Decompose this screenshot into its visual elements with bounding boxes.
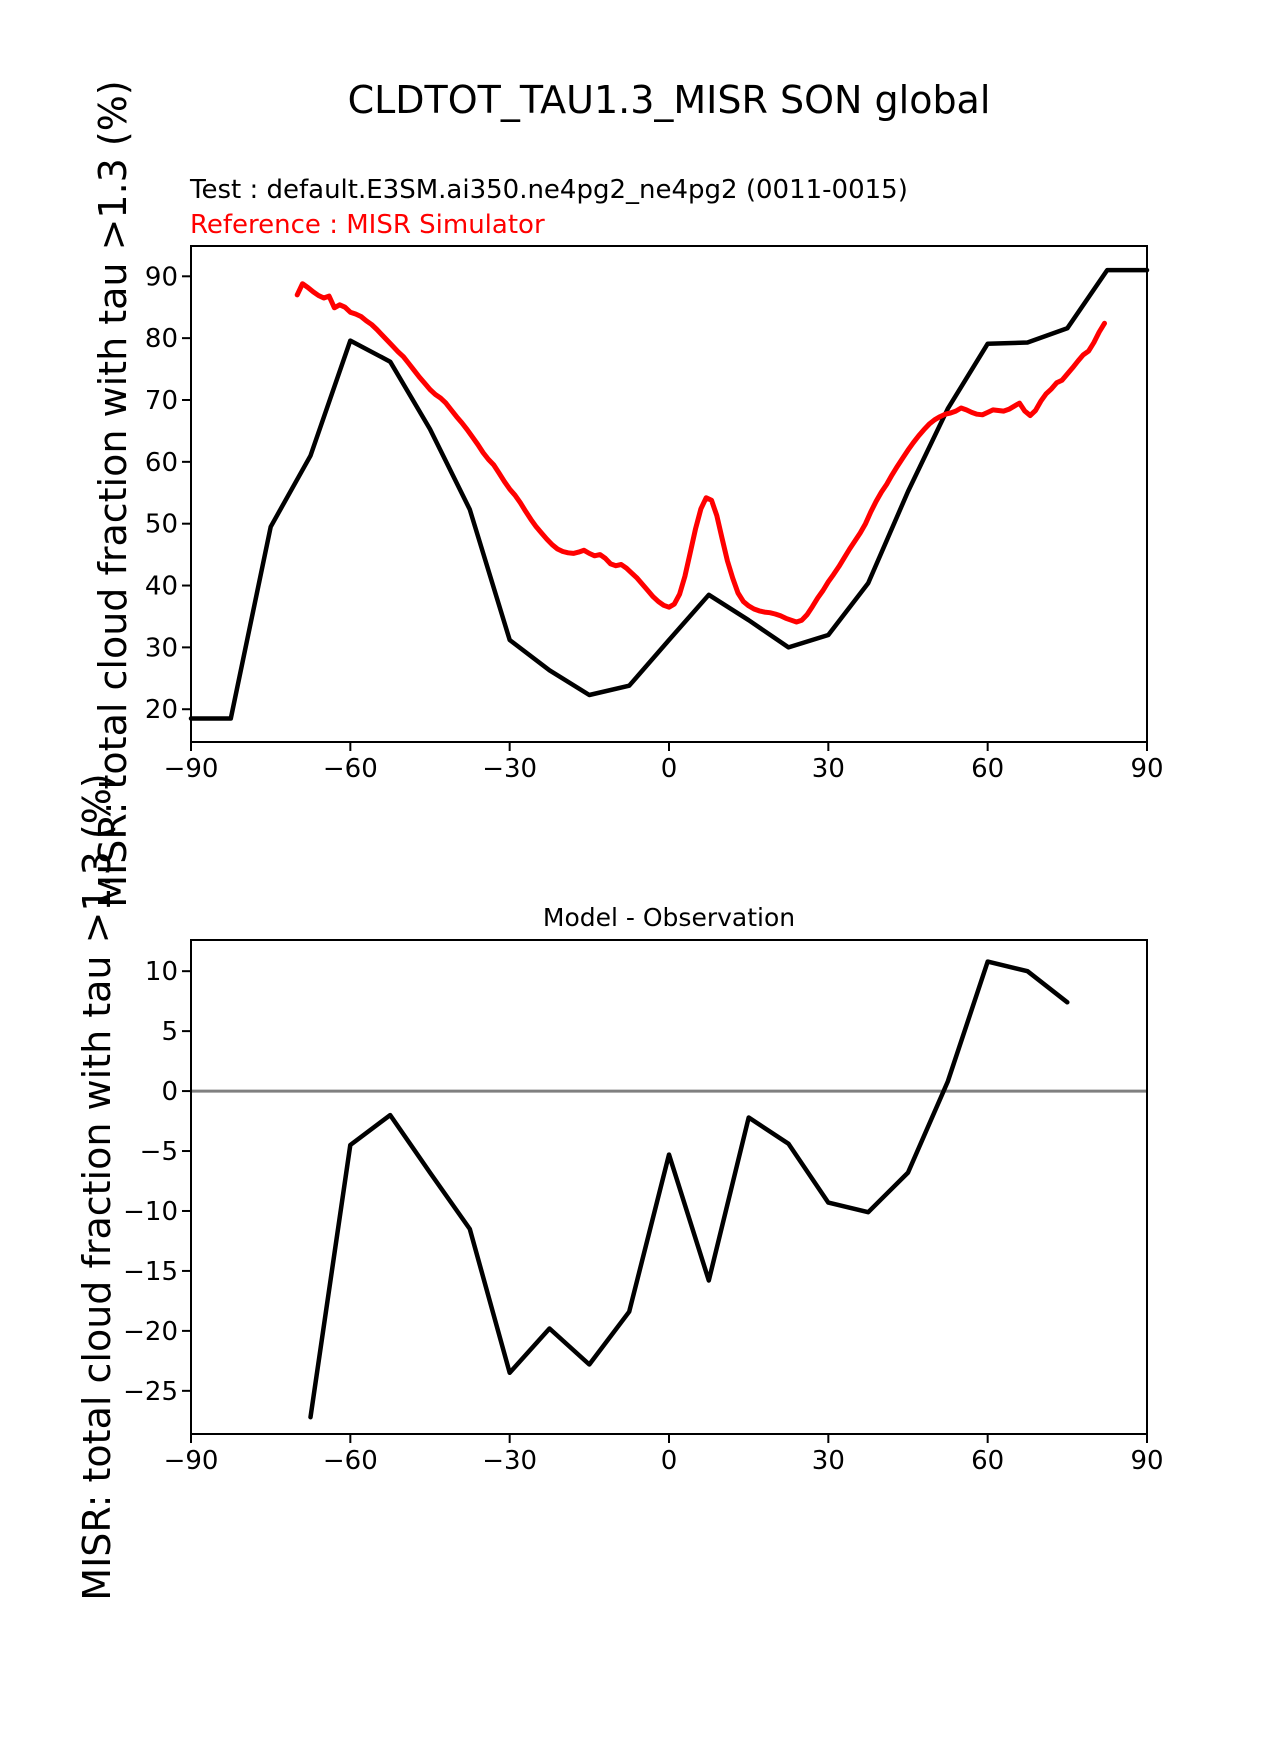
figure-title: CLDTOT_TAU1.3_MISR SON global [347, 78, 991, 122]
x-tick-label: −30 [482, 754, 537, 784]
y-axis-ticks: 20 30 40 50 60 70 80 90 [145, 262, 191, 725]
x-tick-label: 90 [1130, 1446, 1163, 1476]
x-tick-label: −90 [164, 1446, 219, 1476]
axes-frame [190, 939, 1148, 1435]
y-axis-ticks: 10 5 0 −5 −10 −15 −20 −25 [123, 957, 191, 1407]
y-tick-label: −15 [123, 1257, 178, 1287]
y-tick-label: 50 [145, 510, 178, 540]
subtitle-reference: Reference : MISR Simulator [190, 210, 545, 240]
x-axis-ticks: −90 −60 −30 0 30 60 90 [164, 742, 1164, 784]
y-tick-label: 0 [161, 1077, 178, 1107]
y-tick-label: 20 [145, 695, 178, 725]
x-tick-label: 90 [1130, 754, 1163, 784]
x-tick-label: 30 [812, 754, 845, 784]
bottom-chart: −90 −60 −30 0 30 60 90 10 5 0 −5 −10 −15 −20 −25 [123, 939, 1164, 1476]
y-tick-label: −25 [123, 1377, 178, 1407]
x-axis-ticks: −90 −60 −30 0 30 60 90 [164, 1434, 1164, 1476]
y-tick-label: 60 [145, 448, 178, 478]
top-chart: −90 −60 −30 0 30 60 90 20 30 40 50 60 70 80 90 [145, 245, 1164, 784]
y-tick-label: 70 [145, 386, 178, 416]
test-line [188, 267, 1150, 721]
y-tick-label: 80 [145, 324, 178, 354]
x-tick-label: 0 [661, 754, 678, 784]
x-tick-label: −60 [323, 754, 378, 784]
reference-line [294, 281, 1107, 625]
y-tick-label: −20 [123, 1317, 178, 1347]
y-tick-label: −10 [123, 1197, 178, 1227]
y-tick-label: 5 [161, 1017, 178, 1047]
difference-line [308, 959, 1070, 1420]
x-tick-label: 30 [812, 1446, 845, 1476]
y-tick-label: 30 [145, 633, 178, 663]
bottom-chart-title: Model - Observation [542, 903, 796, 932]
x-tick-label: 0 [661, 1446, 678, 1476]
x-tick-label: 60 [971, 1446, 1004, 1476]
axes-frame [190, 245, 1148, 743]
y-tick-label: −5 [140, 1137, 178, 1167]
y-tick-label: 40 [145, 572, 178, 602]
x-tick-label: 60 [971, 754, 1004, 784]
subtitle-test: Test : default.E3SM.ai350.ne4pg2_ne4pg2 … [190, 175, 908, 205]
x-tick-label: −60 [323, 1446, 378, 1476]
x-tick-label: −30 [482, 1446, 537, 1476]
x-tick-label: −90 [164, 754, 219, 784]
y-tick-label: 90 [145, 262, 178, 292]
y-tick-label: 10 [145, 957, 178, 987]
